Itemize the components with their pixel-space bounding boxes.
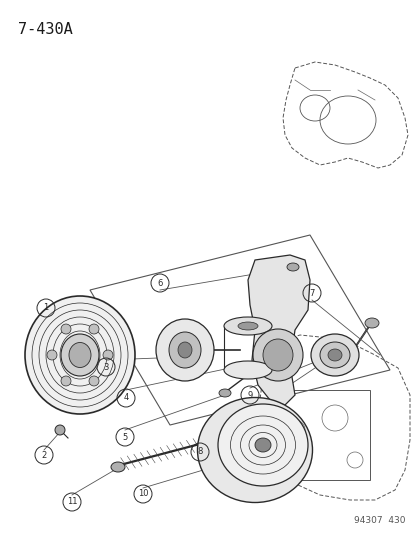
Text: 5: 5	[122, 432, 127, 441]
Ellipse shape	[197, 398, 312, 503]
Ellipse shape	[178, 342, 192, 358]
Text: 11: 11	[66, 497, 77, 506]
Text: 9: 9	[247, 391, 252, 400]
Ellipse shape	[223, 317, 271, 335]
Ellipse shape	[252, 329, 302, 381]
Ellipse shape	[111, 462, 125, 472]
Text: 1: 1	[43, 303, 48, 312]
Ellipse shape	[254, 438, 271, 452]
Ellipse shape	[156, 319, 214, 381]
Text: 3: 3	[103, 362, 109, 372]
Circle shape	[55, 425, 65, 435]
Ellipse shape	[237, 322, 257, 330]
Circle shape	[47, 350, 57, 360]
Ellipse shape	[25, 296, 135, 414]
Ellipse shape	[319, 342, 349, 368]
Circle shape	[103, 350, 113, 360]
Ellipse shape	[327, 349, 341, 361]
Text: 94307  430: 94307 430	[354, 516, 405, 525]
Circle shape	[89, 376, 99, 386]
Ellipse shape	[364, 318, 378, 328]
Polygon shape	[247, 255, 309, 405]
Circle shape	[89, 324, 99, 334]
Ellipse shape	[218, 404, 307, 486]
Circle shape	[61, 376, 71, 386]
Text: 7-430A: 7-430A	[18, 22, 73, 37]
Ellipse shape	[223, 361, 271, 379]
Ellipse shape	[262, 339, 292, 371]
Text: 10: 10	[138, 489, 148, 498]
Text: 6: 6	[157, 279, 162, 287]
Ellipse shape	[286, 263, 298, 271]
Ellipse shape	[310, 334, 358, 376]
Ellipse shape	[61, 334, 99, 376]
Text: 4: 4	[123, 393, 128, 402]
Text: 7: 7	[309, 288, 314, 297]
Ellipse shape	[218, 389, 230, 397]
Ellipse shape	[69, 343, 91, 367]
Text: 8: 8	[197, 448, 202, 456]
Circle shape	[61, 324, 71, 334]
Ellipse shape	[169, 332, 201, 368]
Text: 2: 2	[41, 450, 47, 459]
